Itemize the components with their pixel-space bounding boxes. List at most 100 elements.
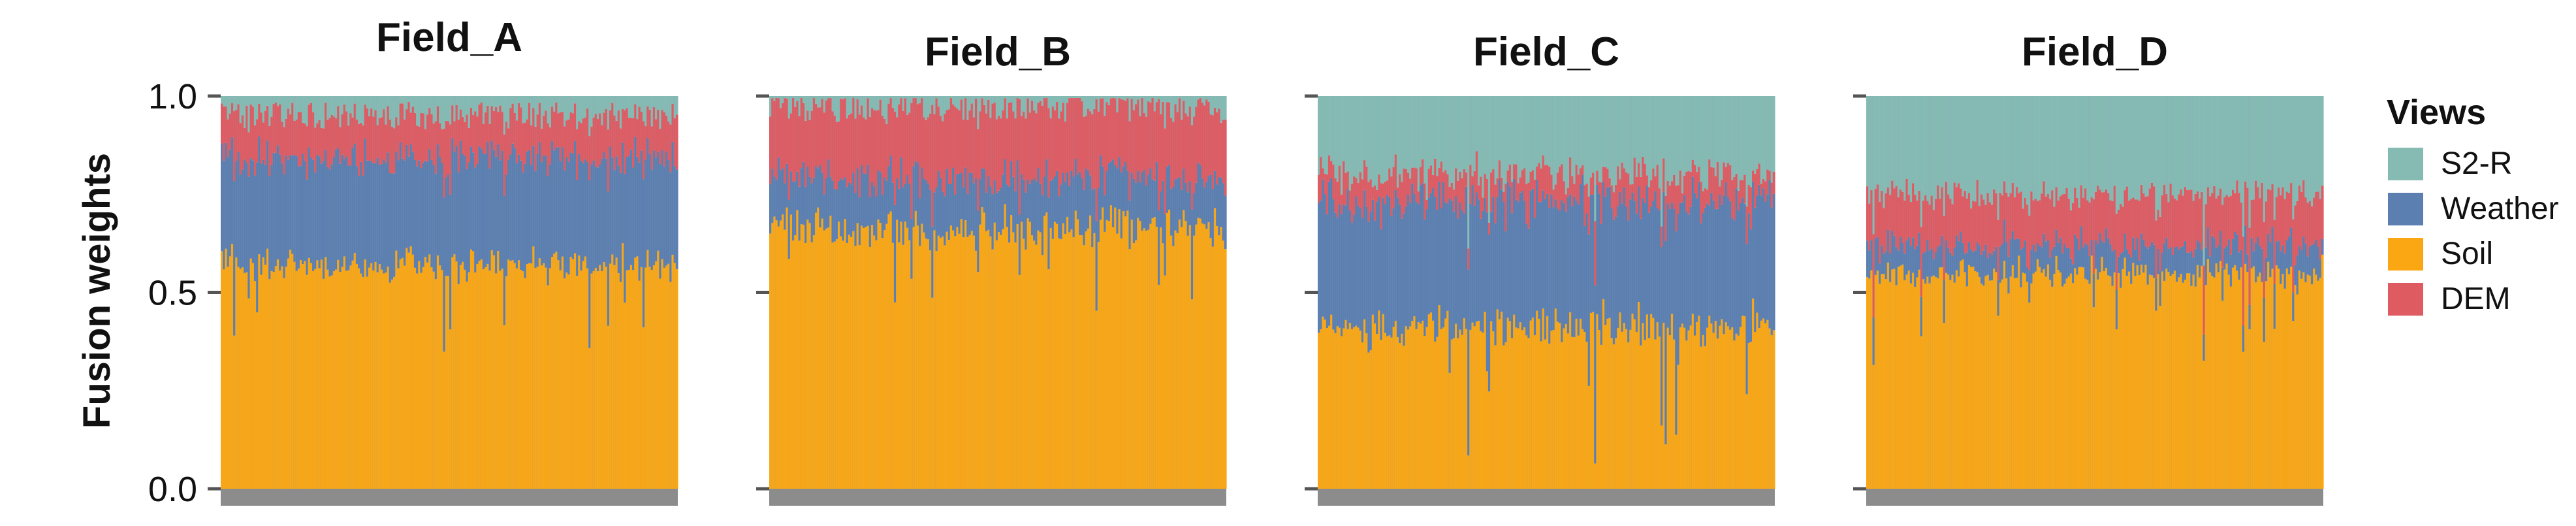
bar-segment-soil bbox=[1726, 326, 1730, 489]
bar-segment-soil bbox=[2084, 278, 2087, 489]
bar-segment-weather bbox=[800, 168, 803, 225]
bar-segment-weather bbox=[2229, 254, 2233, 287]
bar-segment-soil bbox=[1188, 225, 1192, 489]
bar-segment-weather bbox=[561, 147, 564, 257]
bar-segment-s2-r bbox=[1647, 96, 1651, 188]
bar-segment-dem bbox=[2053, 206, 2056, 247]
bar-segment-weather bbox=[848, 182, 851, 235]
bar-segment-weather bbox=[861, 165, 863, 226]
bar-segment-dem bbox=[503, 134, 506, 196]
bar-segment-dem bbox=[1166, 102, 1169, 167]
bar-segment-s2-r bbox=[995, 96, 998, 120]
bar-segment-dem bbox=[1122, 99, 1125, 167]
bar-segment-soil bbox=[1172, 246, 1175, 489]
bar-segment-s2-r bbox=[553, 96, 556, 112]
bar-segment-s2-r bbox=[2159, 96, 2162, 217]
bar-segment-weather bbox=[808, 176, 812, 223]
bar-segment-dem bbox=[1367, 182, 1371, 222]
bar-segment-weather bbox=[806, 167, 810, 220]
bar-segment-soil bbox=[1365, 333, 1368, 489]
bar-segment-weather bbox=[239, 174, 242, 269]
bar-segment-s2-r bbox=[297, 96, 300, 112]
bar-segment-dem bbox=[1951, 204, 1954, 256]
bar-segment-dem bbox=[1995, 193, 1998, 247]
bar-segment-s2-r bbox=[954, 96, 957, 107]
bar-segment-weather bbox=[954, 194, 957, 237]
bar-segment-s2-r bbox=[1642, 96, 1645, 157]
bar-segment-weather bbox=[1216, 184, 1218, 226]
bar-segment-s2-r bbox=[1478, 96, 1480, 186]
bar-segment-dem bbox=[1186, 116, 1190, 193]
bar-segment-soil bbox=[453, 254, 456, 489]
bar-segment-soil bbox=[2192, 274, 2195, 489]
bar-segment-soil bbox=[420, 272, 423, 489]
bar-segment-soil bbox=[253, 281, 257, 489]
bar-segment-dem bbox=[1112, 98, 1115, 160]
bar-segment-soil bbox=[2059, 272, 2062, 489]
bar-segment-dem bbox=[1714, 176, 1717, 210]
bar-segment-dem bbox=[1687, 171, 1691, 215]
bar-segment-weather bbox=[1045, 159, 1048, 213]
bar-segment-weather bbox=[671, 142, 675, 255]
bar-segment-soil bbox=[1602, 299, 1605, 489]
bar-segment-s2-r bbox=[1958, 96, 1960, 184]
bar-segment-dem bbox=[798, 116, 801, 187]
bar-segment-s2-r bbox=[376, 96, 379, 125]
bar-segment-weather bbox=[1143, 169, 1146, 229]
bar-segment-s2-r bbox=[345, 96, 348, 112]
bar-segment-soil bbox=[520, 270, 522, 489]
bar-segment-soil bbox=[1679, 327, 1682, 489]
bar-segment-weather bbox=[1012, 176, 1015, 233]
bar-segment-soil bbox=[626, 270, 629, 489]
bar-segment-s2-r bbox=[1498, 96, 1501, 161]
bar-segment-s2-r bbox=[923, 96, 926, 118]
bar-segment-s2-r bbox=[1168, 96, 1171, 103]
bar-segment-s2-r bbox=[2069, 96, 2073, 210]
bar-segment-s2-r bbox=[1556, 96, 1559, 173]
bar-segment-dem bbox=[233, 111, 236, 182]
bar-segment-weather bbox=[1183, 169, 1185, 210]
bar-segment-soil bbox=[1741, 316, 1744, 489]
bar-segment-soil bbox=[1937, 278, 1939, 489]
bar-segment-soil bbox=[550, 257, 554, 489]
bar-segment-soil bbox=[1008, 242, 1011, 489]
bar-segment-soil bbox=[451, 257, 454, 489]
bar-segment-soil bbox=[1566, 333, 1570, 489]
bar-segment-dem bbox=[1126, 98, 1130, 171]
bar-segment-soil bbox=[1392, 327, 1395, 489]
bar-segment-s2-r bbox=[274, 96, 278, 103]
bar-segment-dem bbox=[1587, 197, 1591, 235]
bar-segment-weather bbox=[2248, 304, 2251, 329]
bar-segment-s2-r bbox=[2182, 96, 2185, 196]
bar-segment-weather bbox=[1079, 171, 1081, 235]
bar-segment-dem bbox=[1883, 208, 1886, 254]
bar-segment-s2-r bbox=[1610, 96, 1614, 186]
bar-segment-weather bbox=[2132, 237, 2135, 263]
bar-segment-s2-r bbox=[1945, 96, 1948, 182]
bar-segment-weather bbox=[804, 186, 807, 244]
bar-segment-weather bbox=[1644, 203, 1647, 340]
bar-segment-soil bbox=[1480, 331, 1482, 489]
bar-segment-s2-r bbox=[1367, 96, 1371, 182]
bar-segment-s2-r bbox=[474, 96, 477, 112]
bar-segment-weather bbox=[1536, 180, 1538, 311]
bar-segment-s2-r bbox=[970, 96, 974, 104]
bar-segment-soil bbox=[1457, 338, 1459, 489]
bar-segment-soil bbox=[819, 227, 822, 489]
bar-segment-dem bbox=[671, 104, 675, 142]
bar-segment-soil bbox=[1561, 342, 1564, 489]
bar-segment-s2-r bbox=[1886, 96, 1890, 188]
bar-segment-soil bbox=[564, 278, 566, 489]
bar-segment-s2-r bbox=[1905, 96, 1909, 179]
bar-segment-dem bbox=[492, 111, 496, 150]
bar-segment-dem bbox=[958, 110, 961, 174]
bar-segment-s2-r bbox=[652, 96, 656, 108]
bar-segment-s2-r bbox=[1344, 96, 1348, 173]
bar-segment-dem bbox=[838, 121, 840, 182]
bar-segment-s2-r bbox=[2024, 96, 2027, 198]
bar-segment-dem bbox=[2215, 198, 2218, 248]
bar-segment-dem bbox=[1425, 199, 1429, 209]
bar-segment-weather bbox=[509, 154, 513, 261]
bar-segment-soil bbox=[578, 255, 581, 489]
bar-segment-soil bbox=[2169, 276, 2172, 489]
